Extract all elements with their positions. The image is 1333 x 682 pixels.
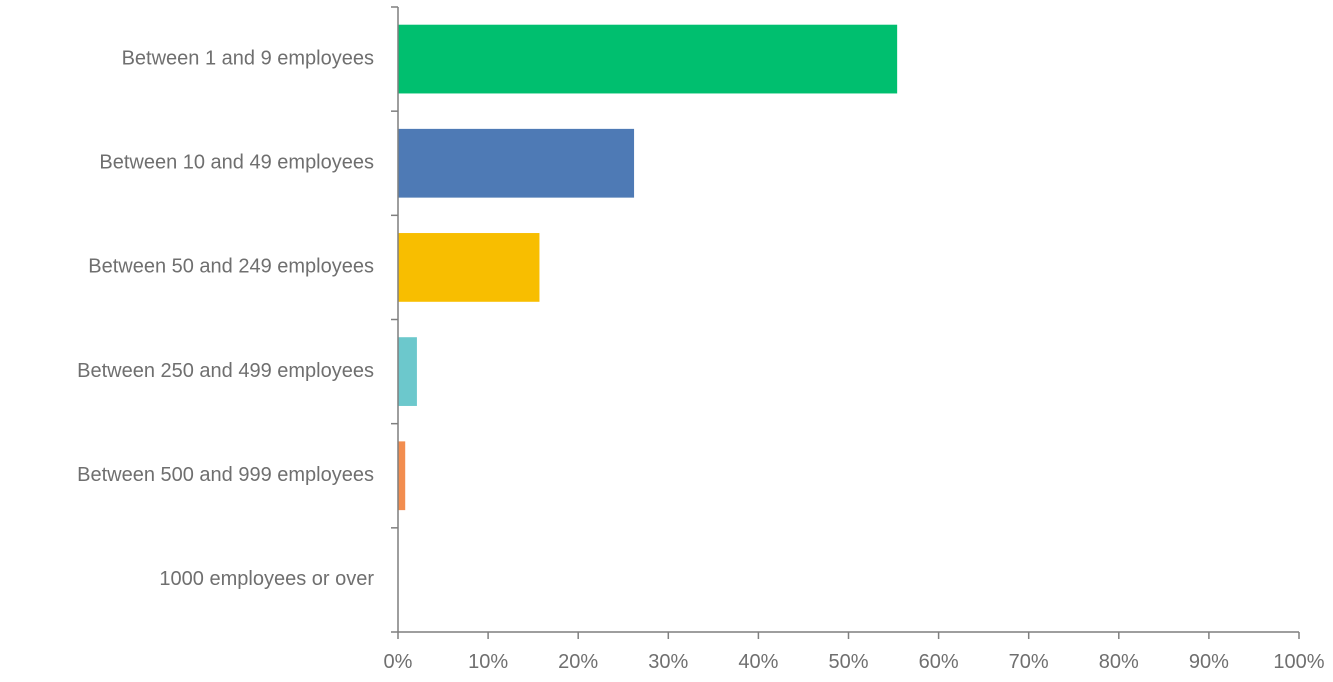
x-axis: 0% 10% 20% 30% 40% 50% 60% 70% 80% 90% 100% [384, 631, 1325, 673]
x-tick-label: 90% [1189, 651, 1229, 673]
bars-group [398, 24, 898, 511]
x-tick-label: 30% [648, 651, 688, 673]
category-label: Between 500 and 999 employees [77, 464, 374, 486]
category-label: Between 1 and 9 employees [122, 47, 374, 69]
bar-4 [398, 337, 417, 406]
x-tick-label: 40% [738, 651, 778, 673]
x-tick-label: 70% [1009, 651, 1049, 673]
x-tick-label: 100% [1273, 651, 1324, 673]
x-tick-label: 0% [384, 651, 413, 673]
category-label: 1000 employees or over [159, 568, 374, 590]
x-tick-label: 50% [828, 651, 868, 673]
bar-3 [398, 233, 540, 302]
category-label: Between 10 and 49 employees [99, 152, 374, 174]
x-tick-label: 80% [1099, 651, 1139, 673]
bar-1 [398, 24, 898, 94]
y-axis [391, 6, 399, 633]
bar-5 [398, 441, 406, 511]
x-tick-label: 10% [468, 651, 508, 673]
x-tick-label: 60% [919, 651, 959, 673]
category-labels-group: Between 1 and 9 employees Between 10 and … [77, 47, 374, 590]
category-label: Between 50 and 249 employees [88, 256, 374, 278]
x-tick-label: 20% [558, 651, 598, 673]
category-label: Between 250 and 499 employees [77, 360, 374, 382]
bar-2 [398, 128, 635, 198]
